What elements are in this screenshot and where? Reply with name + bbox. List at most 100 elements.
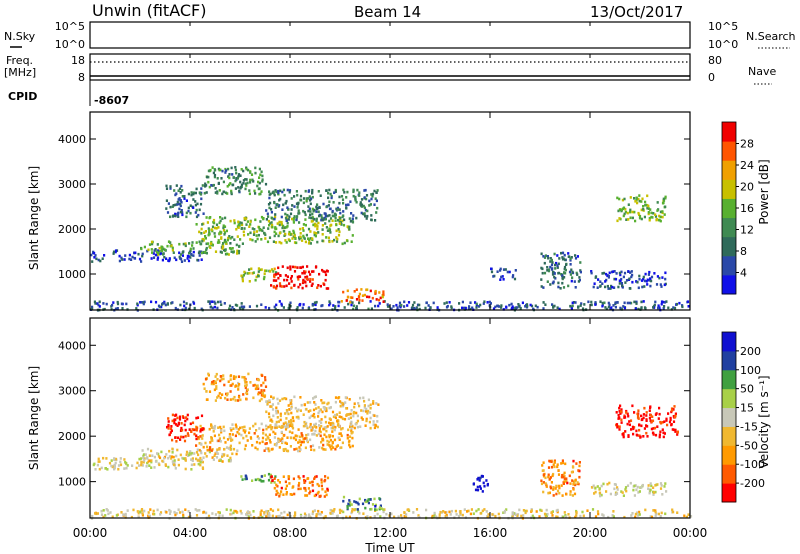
data-cell xyxy=(342,210,345,213)
data-cell xyxy=(364,506,367,510)
data-cell xyxy=(363,399,366,403)
data-cell xyxy=(297,428,300,431)
data-cell xyxy=(219,216,222,219)
data-cell xyxy=(141,301,145,304)
data-cell xyxy=(126,509,129,512)
data-cell xyxy=(635,300,638,304)
data-cell xyxy=(138,457,141,461)
data-cell xyxy=(339,211,342,215)
data-cell xyxy=(253,383,257,387)
data-cell xyxy=(298,439,301,442)
data-cell xyxy=(400,303,403,307)
data-cell xyxy=(311,480,314,484)
data-cell xyxy=(578,276,581,279)
data-cell xyxy=(624,281,627,284)
data-cell xyxy=(362,204,365,208)
data-cell xyxy=(305,439,309,442)
data-cell xyxy=(265,400,268,403)
data-cell xyxy=(105,302,108,306)
data-cell xyxy=(215,223,219,227)
data-cell xyxy=(254,192,257,195)
data-cell xyxy=(194,200,197,203)
data-cell xyxy=(642,277,645,281)
data-cell xyxy=(274,475,277,478)
data-cell xyxy=(140,460,143,464)
data-cell xyxy=(204,377,208,381)
data-cell xyxy=(622,435,625,439)
data-cell xyxy=(306,265,309,268)
data-cell xyxy=(569,257,572,260)
data-cell xyxy=(274,424,277,427)
data-cell xyxy=(277,189,280,193)
data-cell xyxy=(302,201,305,205)
data-cell xyxy=(332,446,335,449)
data-cell xyxy=(518,508,521,512)
x-tick-label: 00:00 xyxy=(673,526,708,540)
data-cell xyxy=(178,511,182,514)
data-cell xyxy=(349,424,352,428)
data-cell xyxy=(582,514,585,518)
data-cell xyxy=(275,303,278,307)
data-cell xyxy=(304,487,307,490)
data-cell xyxy=(479,487,482,490)
data-cell xyxy=(98,467,101,471)
data-cell xyxy=(309,230,312,233)
data-cell xyxy=(309,277,312,281)
data-cell xyxy=(97,303,100,307)
data-cell xyxy=(683,514,686,518)
data-cell xyxy=(280,302,283,306)
data-cell xyxy=(599,285,602,288)
freq-label: Freq. xyxy=(6,54,33,67)
data-cell xyxy=(324,448,327,451)
data-cell xyxy=(540,266,543,270)
data-cell xyxy=(324,475,327,478)
data-cell xyxy=(620,307,623,311)
data-cell xyxy=(247,515,251,518)
data-cell xyxy=(340,415,343,419)
data-cell xyxy=(620,282,623,285)
data-cell xyxy=(201,223,204,226)
data-cell xyxy=(575,514,578,517)
data-cell xyxy=(242,233,246,237)
data-cell xyxy=(369,498,372,501)
data-cell xyxy=(502,511,505,514)
data-cell xyxy=(235,427,238,430)
data-cell xyxy=(151,454,154,457)
data-cell xyxy=(298,211,301,215)
data-cell xyxy=(222,374,225,377)
data-cell xyxy=(284,428,288,431)
data-cell xyxy=(192,198,195,201)
data-cell xyxy=(619,306,622,310)
data-cell xyxy=(255,440,259,444)
data-cell xyxy=(160,248,163,251)
data-cell xyxy=(563,471,566,475)
colorbar-tick-label: 24 xyxy=(740,159,754,172)
data-cell xyxy=(273,443,276,446)
data-cell xyxy=(243,227,246,230)
data-cell xyxy=(147,514,150,518)
data-cell xyxy=(252,384,255,387)
data-cell xyxy=(355,411,358,415)
data-cell xyxy=(289,424,292,427)
data-cell xyxy=(309,438,312,442)
data-cell xyxy=(195,416,198,420)
data-cell xyxy=(620,277,623,281)
data-cell xyxy=(267,437,270,440)
data-cell xyxy=(202,445,205,449)
data-cell xyxy=(141,252,144,256)
data-cell xyxy=(173,459,176,462)
data-cell xyxy=(459,510,462,513)
data-cell xyxy=(247,233,250,236)
data-cell xyxy=(216,300,220,304)
data-cell xyxy=(240,305,243,308)
data-cell xyxy=(222,229,226,232)
data-cell xyxy=(672,510,675,514)
data-cell xyxy=(164,463,167,466)
data-cell xyxy=(640,300,643,304)
y-tick-label: 3000 xyxy=(58,385,86,398)
data-cell xyxy=(214,250,218,253)
data-cell xyxy=(519,306,522,310)
data-cell xyxy=(305,199,308,202)
data-cell xyxy=(228,435,231,439)
data-cell xyxy=(608,303,611,307)
